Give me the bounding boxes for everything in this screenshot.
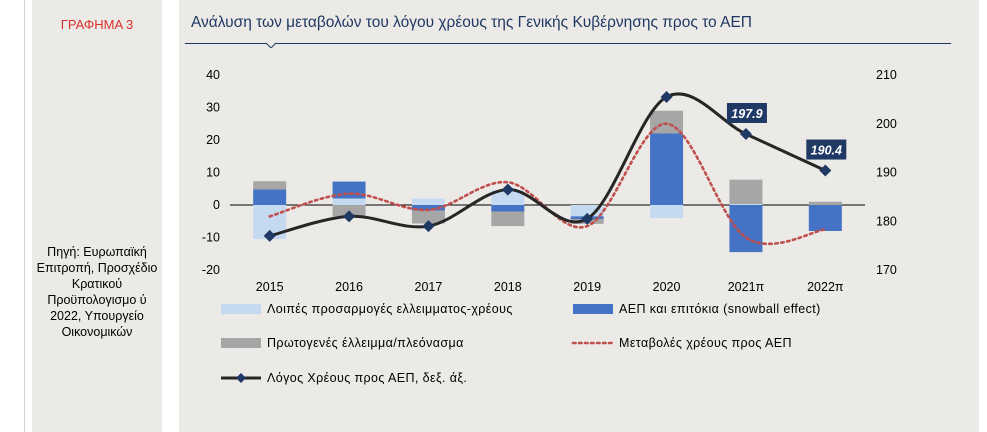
- bar-segment: [411, 205, 445, 211]
- legend-label: Λόγος Χρέους προς ΑΕΠ, δεξ. άξ.: [267, 371, 467, 385]
- y-right-tick-label: 180: [876, 214, 897, 228]
- title-notch-icon: [266, 42, 276, 48]
- bar-segment: [491, 190, 525, 205]
- bar-segment: [411, 210, 445, 224]
- y-left-tick-label: 0: [213, 198, 220, 212]
- x-tick-label: 2022π: [807, 280, 844, 294]
- legend-label: ΑΕΠ και επιτόκια (snowball effect): [619, 302, 821, 316]
- debt-ratio-marker: [422, 220, 435, 233]
- bar-segment: [729, 204, 763, 205]
- value-callout-box: [726, 102, 767, 123]
- figure-sidebar: ΓΡΑΦΗΜΑ 3 Πηγή: Ευρωπαϊκή Επιτροπή, Προσ…: [32, 0, 162, 432]
- debt-ratio-marker: [819, 164, 832, 177]
- legend-marker: [236, 373, 246, 383]
- y-left-tick-label: -20: [202, 263, 220, 277]
- debt-ratio-marker: [739, 127, 752, 140]
- y-right-tick-label: 190: [876, 166, 897, 180]
- legend-swatch: [221, 338, 261, 348]
- y-right-tick-label: 170: [876, 263, 897, 277]
- y-left-tick-label: 30: [206, 101, 220, 115]
- debt-ratio-line: [269, 92, 826, 238]
- x-tick-label: 2020: [653, 280, 681, 294]
- value-callout-label: 190.4: [811, 144, 842, 158]
- legend-swatch: [221, 304, 261, 314]
- title-underline: [185, 43, 951, 44]
- bar-segment: [650, 133, 684, 205]
- figure-number-label: ΓΡΑΦΗΜΑ 3: [60, 17, 134, 32]
- value-callout-label: 197.9: [731, 107, 762, 121]
- y-right-tick-label: 210: [876, 68, 897, 82]
- x-tick-label: 2021π: [728, 280, 765, 294]
- debt-ratio-marker: [501, 183, 514, 196]
- bar-segment: [808, 201, 842, 205]
- legend-label: Λοιπές προσαρμογές ελλειμματος-χρέους: [267, 302, 513, 316]
- chart-title: Ανάλυση των μεταβολών του λόγου χρέους τ…: [191, 14, 752, 31]
- x-tick-label: 2015: [256, 280, 284, 294]
- bar-segment: [491, 205, 525, 212]
- bar-segment: [253, 181, 287, 190]
- bar-segment: [411, 198, 445, 205]
- legend-swatch: [573, 304, 613, 314]
- bar-segment: [729, 179, 763, 205]
- bar-segment: [491, 211, 525, 227]
- x-tick-label: 2018: [494, 280, 522, 294]
- x-tick-label: 2016: [335, 280, 363, 294]
- bar-segment: [332, 198, 366, 205]
- legend-label: Μεταβολές χρέους προς ΑΕΠ: [619, 336, 792, 350]
- debt-ratio-marker: [581, 212, 594, 225]
- bar-segment: [650, 205, 684, 218]
- bar-segment: [729, 205, 763, 253]
- y-left-tick-label: 10: [206, 166, 220, 180]
- debt-ratio-marker: [343, 210, 356, 223]
- debt-ratio-marker: [263, 229, 276, 242]
- bar-segment: [332, 181, 366, 199]
- y-right-tick-label: 200: [876, 117, 897, 131]
- x-tick-label: 2017: [415, 280, 443, 294]
- debt-change-line: [268, 122, 827, 246]
- y-left-tick-label: 20: [206, 133, 220, 147]
- y-left-tick-label: 40: [206, 68, 220, 82]
- legend-label: Πρωτογενές έλλειμμα/πλεόνασμα: [267, 336, 464, 350]
- source-note: Πηγή: Ευρωπαϊκή Επιτροπή, Προσχέδιο Κρατ…: [36, 245, 158, 339]
- debt-ratio-marker: [660, 90, 673, 103]
- bar-segment: [808, 205, 842, 231]
- x-tick-label: 2019: [573, 280, 601, 294]
- y-left-tick-label: -10: [202, 231, 220, 245]
- value-callout-box: [806, 139, 847, 160]
- bar-segment: [570, 205, 604, 217]
- page-divider-line: [24, 0, 25, 432]
- bar-segment: [253, 189, 287, 205]
